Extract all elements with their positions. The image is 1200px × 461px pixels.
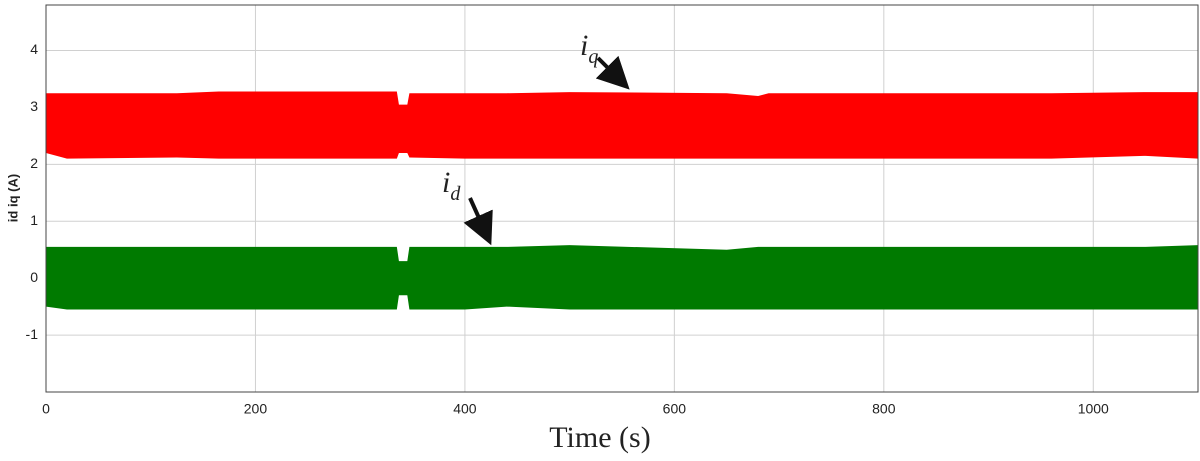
x-tick-label: 800 <box>872 401 896 417</box>
y-tick-label: 4 <box>30 41 38 57</box>
x-tick-label: 600 <box>663 401 687 417</box>
series-label-base: i <box>442 166 450 199</box>
x-tick-label: 200 <box>244 401 268 417</box>
x-axis-title: Time (s) <box>549 421 650 454</box>
y-tick-label: 0 <box>30 269 38 285</box>
arrow-id <box>463 197 493 246</box>
y-tick-label: 3 <box>30 98 38 114</box>
annotations <box>463 55 630 246</box>
signal-band <box>46 91 1198 159</box>
y-tick-label: 2 <box>30 155 38 171</box>
series-label-base: i <box>580 29 588 62</box>
arrow-iq <box>595 55 630 90</box>
x-tick-label: 400 <box>453 401 477 417</box>
signal-band <box>46 245 1198 310</box>
y-axis-title: id iq (A) <box>5 174 20 222</box>
x-tick-label: 0 <box>42 401 50 417</box>
series-label: id <box>442 166 461 205</box>
y-tick-label: -1 <box>26 326 39 342</box>
series-label: iq <box>580 29 598 68</box>
series-label-sub: d <box>450 183 461 205</box>
plot-frame <box>45 4 1199 393</box>
y-tick-label: 1 <box>30 212 38 228</box>
series-label-sub: q <box>588 46 598 68</box>
x-tick-label: 1000 <box>1078 401 1109 417</box>
